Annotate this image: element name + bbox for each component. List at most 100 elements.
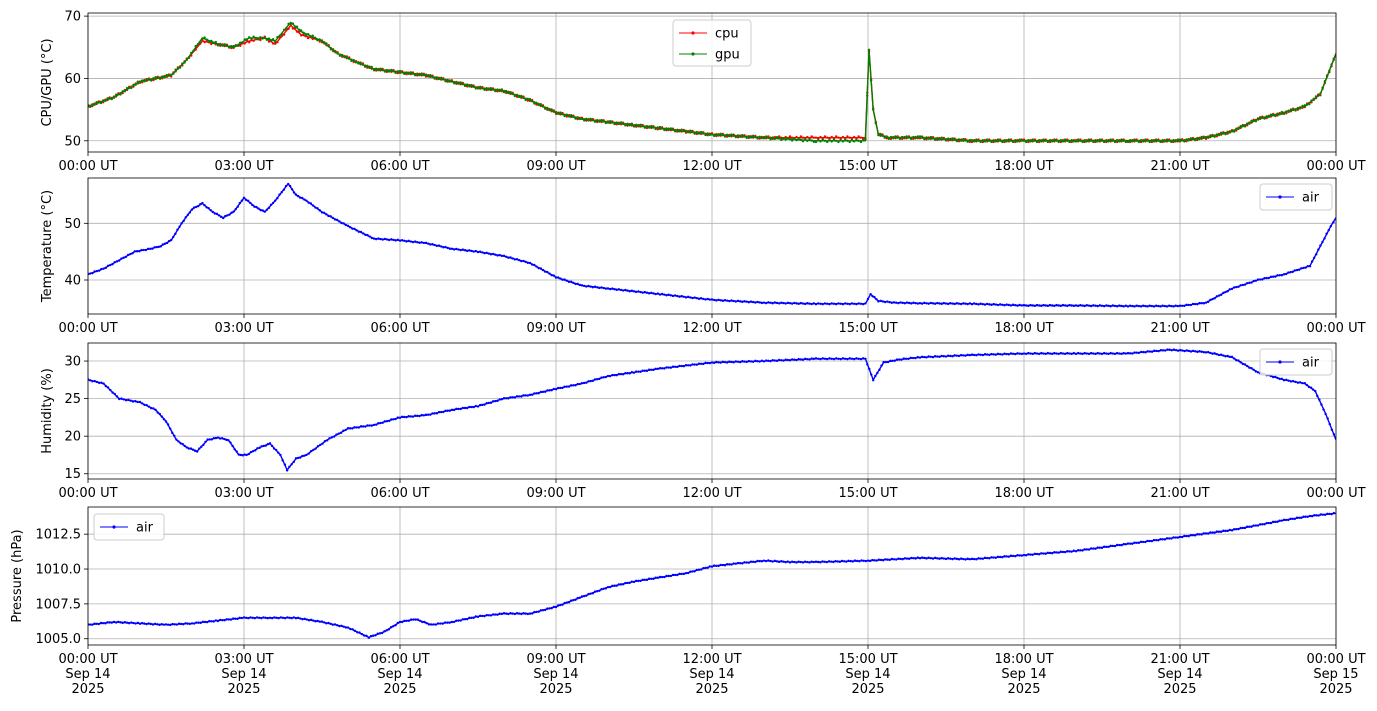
data-point [841,140,845,143]
data-point [795,135,798,139]
data-point [680,572,683,576]
data-point [162,418,166,421]
data-point [307,452,310,455]
data-point [1167,139,1171,142]
data-point [996,138,1000,141]
data-point [437,77,441,81]
data-point [1087,304,1091,307]
data-point [1311,388,1315,391]
data-point [357,230,361,233]
data-point [669,574,673,578]
data-point [1306,264,1310,268]
data-point [158,412,161,416]
data-point [814,357,818,360]
data-point [1087,548,1091,551]
data-point [1241,125,1245,128]
data-point [561,278,564,281]
data-point [985,556,989,560]
data-point [1254,370,1258,373]
data-point [234,207,237,211]
data-point [1144,540,1147,544]
data-point [1105,138,1108,142]
data-point [1237,285,1240,288]
data-point [1105,352,1108,355]
data-point [481,403,484,407]
data-point [769,359,772,363]
data-point [760,136,764,140]
y-tick-label: 1010.0 [36,563,82,578]
data-point [254,36,258,40]
data-point [1022,139,1026,142]
data-point [1206,300,1210,304]
data-point [300,34,303,37]
data-point [1189,350,1193,353]
data-point [149,79,153,82]
data-point [459,81,462,84]
data-point [119,621,122,624]
data-point [676,128,679,131]
data-point [1325,232,1328,235]
data-point [1185,349,1188,352]
data-point [256,447,259,450]
x-tick-label: 00:00 UT [1306,159,1365,174]
data-point [1053,551,1056,554]
data-point [884,558,887,561]
data-point [333,218,337,221]
data-point [611,373,614,377]
data-point [513,94,517,98]
data-point [345,55,349,58]
data-point [1046,551,1050,554]
data-point [817,357,820,360]
y-axis-label: Temperature (°C) [40,190,55,303]
data-point [127,86,131,90]
data-point [203,36,206,39]
data-point [641,369,644,372]
data-point [955,557,959,561]
data-point [340,624,343,627]
data-point [1133,138,1136,141]
data-point [442,410,445,414]
data-point [1189,303,1193,307]
data-point [872,379,875,382]
data-point [239,44,242,48]
data-point [513,258,517,261]
data-point [330,436,334,439]
data-point [944,355,948,358]
data-point [812,302,816,305]
data-point [886,360,890,364]
data-point [400,238,404,242]
data-point [157,245,160,249]
x-tick-label: 00:00 UT Sep 15 2025 [1306,652,1365,697]
data-point [691,363,694,366]
data-point [498,398,501,401]
data-point [163,242,167,245]
data-point [1040,552,1043,555]
data-point [422,414,426,417]
data-point [589,379,592,383]
data-point [617,583,621,586]
data-point [909,356,912,360]
data-point [222,216,225,220]
data-point [113,260,116,264]
data-point [1154,538,1158,542]
data-point [106,97,109,100]
data-point [1219,353,1223,356]
data-point [319,443,322,447]
data-point [972,353,976,357]
data-point [301,454,304,458]
data-point [1007,138,1011,141]
y-tick-label: 20 [64,430,81,445]
data-point [946,137,950,140]
data-point [656,576,660,579]
data-point [442,78,445,81]
data-point [1131,304,1134,308]
data-point [977,303,980,306]
data-point [867,48,871,51]
data-point [472,616,475,619]
data-point [823,135,827,138]
data-point [1098,138,1102,141]
data-point [535,610,538,614]
data-point [933,138,937,141]
data-point [736,134,740,137]
data-point [835,135,838,138]
